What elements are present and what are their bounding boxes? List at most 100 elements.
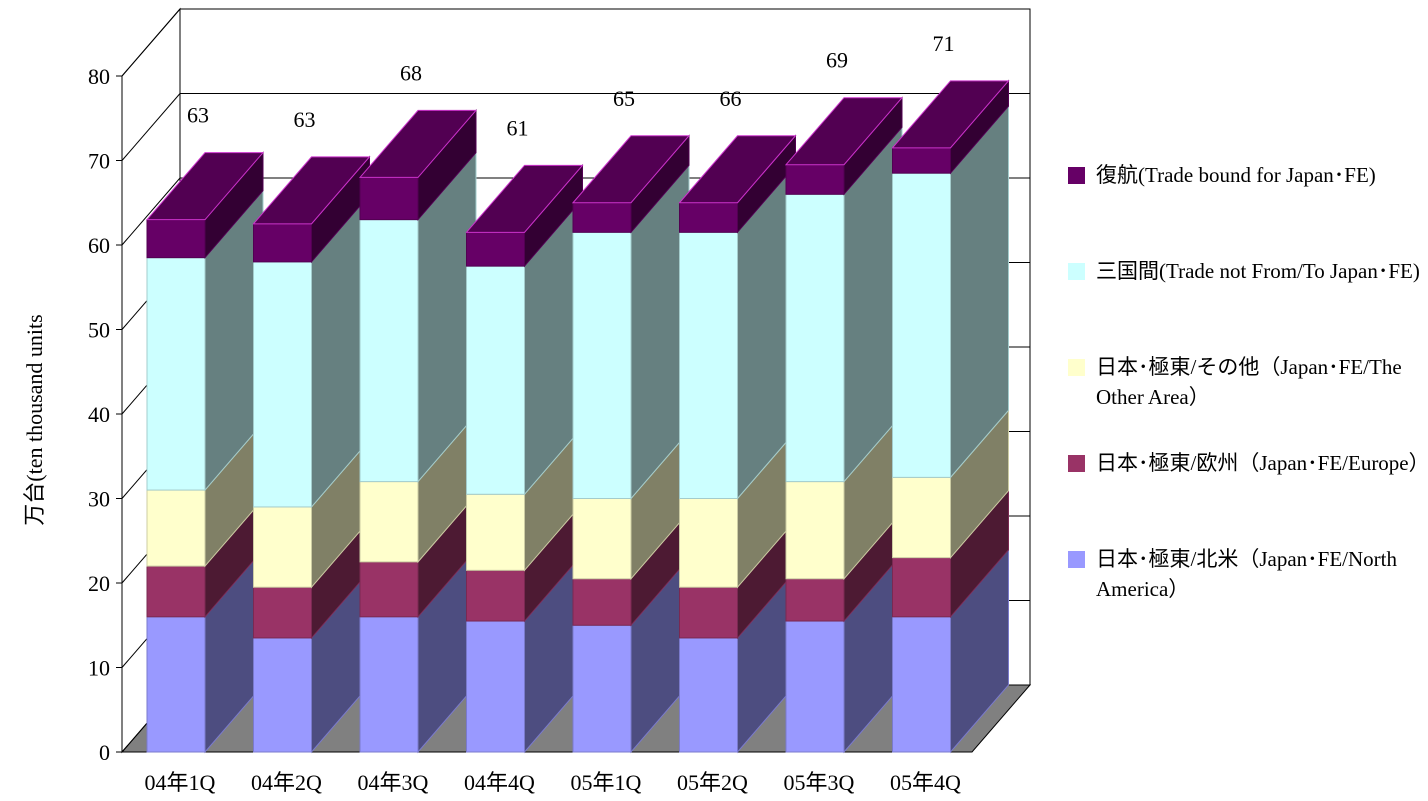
bar-segment-front bbox=[679, 231, 738, 499]
total-label: 71 bbox=[933, 31, 955, 56]
bar-top bbox=[678, 135, 797, 204]
total-label: 69 bbox=[826, 48, 848, 73]
bar-segment-front bbox=[785, 164, 845, 195]
total-label: 63 bbox=[187, 103, 209, 128]
bar-segment bbox=[359, 493, 477, 619]
bar-segment bbox=[253, 438, 370, 589]
y-tick-label: 80 bbox=[88, 64, 110, 89]
bar-segment bbox=[785, 413, 903, 581]
x-tick-label: 04年2Q bbox=[251, 770, 322, 795]
bar-segment-front bbox=[785, 193, 845, 483]
x-tick-label: 04年1Q bbox=[145, 770, 216, 795]
bar-segment-front bbox=[359, 219, 419, 483]
bar-segment-front bbox=[679, 202, 738, 233]
bar-segment bbox=[679, 518, 796, 640]
bar-segment-front bbox=[892, 557, 951, 618]
bar-segment bbox=[466, 197, 583, 496]
bar-segment-front bbox=[466, 620, 525, 753]
bar-segment-front bbox=[146, 565, 206, 618]
legend: 復航(Trade bound for Japan･FE) 三国間(Trade no… bbox=[1068, 160, 1428, 640]
y-tick-label: 50 bbox=[88, 318, 110, 343]
bar-segment-front bbox=[785, 620, 845, 753]
y-axis-ticks: 0 10 20 30 40 50 60 70 80 bbox=[88, 64, 123, 765]
total-label: 65 bbox=[613, 86, 635, 111]
bar-segment-front bbox=[253, 637, 312, 753]
x-tick-label: 04年4Q bbox=[464, 770, 535, 795]
bar-segment bbox=[465, 163, 584, 268]
bar-segment-front bbox=[572, 231, 632, 499]
x-tick-label: 05年2Q bbox=[677, 770, 748, 795]
bar-segment bbox=[466, 552, 583, 754]
bar-top bbox=[145, 152, 265, 221]
bar-segment bbox=[253, 569, 370, 754]
bar-segment-front bbox=[892, 476, 951, 559]
y-tick-label: 20 bbox=[88, 571, 110, 596]
legend-swatch bbox=[1068, 167, 1085, 184]
legend-swatch bbox=[1068, 551, 1085, 568]
bar-segment-front bbox=[572, 202, 632, 233]
bar-segment bbox=[146, 189, 264, 492]
bar-segment-front bbox=[253, 223, 312, 263]
gridline-side bbox=[121, 93, 181, 161]
gridline-side bbox=[121, 8, 181, 77]
legend-item: 三国間(Trade not From/To Japan･FE) bbox=[1068, 256, 1428, 352]
bar-segment bbox=[572, 430, 690, 581]
bar-top bbox=[465, 164, 584, 233]
bar-segment-front bbox=[466, 569, 525, 622]
bar-segment-front bbox=[785, 578, 845, 622]
bar-top bbox=[784, 97, 904, 166]
y-tick-label: 70 bbox=[88, 149, 110, 174]
bar-segment-front bbox=[466, 265, 525, 495]
bar-segment bbox=[891, 79, 1010, 175]
legend-label: 日本･極東/北米（Japan･FE/North America） bbox=[1096, 547, 1397, 601]
legend-swatch bbox=[1068, 359, 1085, 376]
y-tick-label: 0 bbox=[99, 740, 110, 765]
bar-segment-front bbox=[572, 498, 632, 580]
bar-segment bbox=[359, 413, 477, 564]
bar-segment-front bbox=[785, 481, 845, 580]
legend-swatch bbox=[1068, 263, 1085, 280]
legend-label: 三国間(Trade not From/To Japan･FE) bbox=[1096, 259, 1420, 283]
bar-segment-front bbox=[892, 147, 951, 174]
bar-segment bbox=[572, 510, 690, 627]
bar-segment bbox=[785, 510, 903, 623]
bar-segment-front bbox=[466, 231, 525, 267]
bar-segment bbox=[785, 125, 903, 483]
y-tick-label: 30 bbox=[88, 487, 110, 512]
legend-swatch bbox=[1068, 455, 1085, 472]
bars-layer bbox=[145, 79, 1010, 754]
bar-segment-front bbox=[892, 616, 951, 753]
bar-segment-front bbox=[253, 261, 312, 508]
bar-segment-front bbox=[253, 586, 312, 639]
bar-segment bbox=[253, 193, 370, 509]
bar-segment-front bbox=[572, 578, 632, 626]
bar-segment bbox=[784, 96, 904, 196]
legend-item: 復航(Trade bound for Japan･FE) bbox=[1068, 160, 1428, 256]
total-labels: 63 63 68 61 65 66 69 71 bbox=[187, 31, 955, 140]
x-tick-label: 05年4Q bbox=[890, 770, 961, 795]
bar-segment bbox=[892, 409, 1009, 559]
legend-label: 日本･極東/欧州（Japan･FE/Europe） bbox=[1096, 451, 1428, 475]
bar-segment bbox=[145, 151, 265, 260]
bar-top bbox=[252, 156, 371, 225]
bar-top bbox=[358, 109, 478, 178]
bar-segment bbox=[892, 104, 1009, 479]
total-label: 66 bbox=[720, 86, 742, 111]
x-tick-label: 04年3Q bbox=[358, 770, 429, 795]
legend-label: 日本･極東/その他（Japan･FE/The Other Area） bbox=[1096, 355, 1402, 409]
legend-item: 日本･極東/その他（Japan･FE/The Other Area） bbox=[1068, 352, 1428, 448]
bar-segment bbox=[785, 552, 903, 754]
y-axis-label: 万台(ten thousand units bbox=[22, 314, 47, 525]
bar-segment-front bbox=[359, 616, 419, 753]
gridline-side bbox=[121, 177, 181, 246]
x-axis-ticks: 04年1Q 04年2Q 04年3Q 04年4Q 05年1Q 05年2Q 05年3Q 05年4Q bbox=[145, 770, 962, 795]
bar-segment-front bbox=[679, 637, 738, 753]
x-tick-label: 05年3Q bbox=[784, 770, 855, 795]
y-tick-label: 10 bbox=[88, 656, 110, 681]
legend-item: 日本･極東/欧州（Japan･FE/Europe） bbox=[1068, 448, 1428, 544]
bar-segment-front bbox=[146, 489, 206, 567]
bar-top bbox=[891, 80, 1010, 149]
bar-segment-front bbox=[679, 498, 738, 588]
legend-item: 日本･極東/北米（Japan･FE/North America） bbox=[1068, 544, 1428, 640]
total-label: 68 bbox=[400, 60, 422, 85]
